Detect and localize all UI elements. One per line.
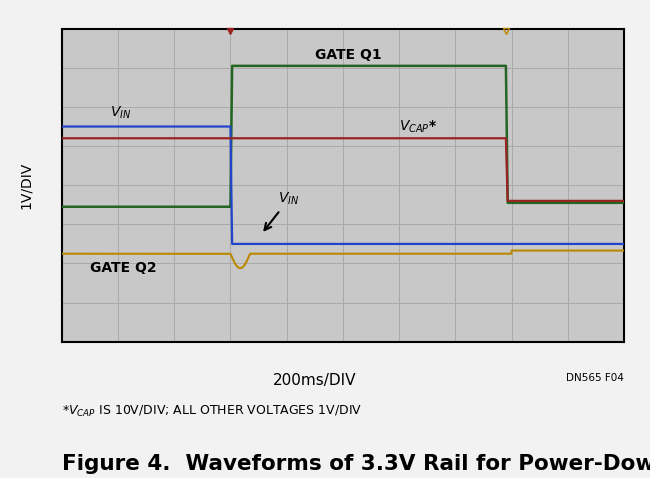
Text: *$V_{CAP}$ IS 10V/DIV; ALL OTHER VOLTAGES 1V/DIV: *$V_{CAP}$ IS 10V/DIV; ALL OTHER VOLTAGE… bbox=[62, 404, 362, 419]
Text: GATE Q2: GATE Q2 bbox=[90, 261, 157, 275]
Text: $V_{IN}$: $V_{IN}$ bbox=[265, 191, 300, 230]
Text: $V_{CAP}$*: $V_{CAP}$* bbox=[399, 119, 437, 135]
Text: GATE Q1: GATE Q1 bbox=[315, 48, 382, 62]
Text: $V_{IN}$: $V_{IN}$ bbox=[110, 105, 131, 121]
Text: DN565 F04: DN565 F04 bbox=[566, 373, 624, 383]
Text: 200ms/DIV: 200ms/DIV bbox=[273, 373, 356, 388]
Text: Figure 4.  Waveforms of 3.3V Rail for Power-Down: Figure 4. Waveforms of 3.3V Rail for Pow… bbox=[62, 454, 650, 474]
Text: 1V/DIV: 1V/DIV bbox=[19, 162, 33, 209]
